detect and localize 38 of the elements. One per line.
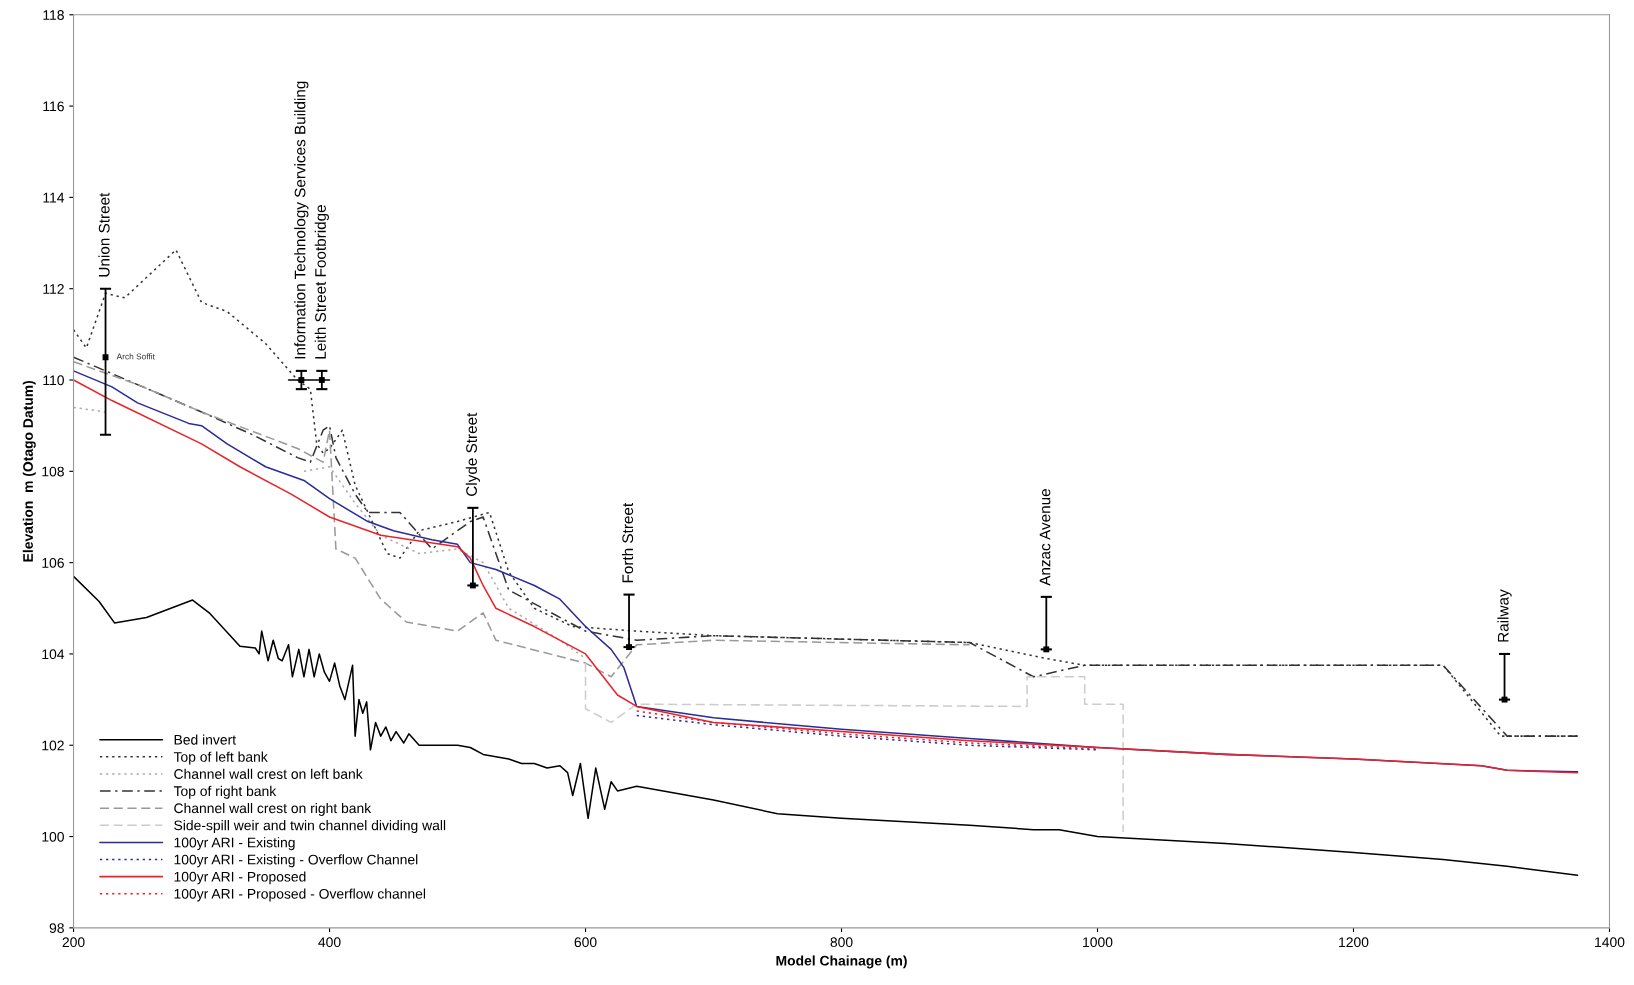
x-tick-label: 400 (318, 937, 341, 948)
legend-label: 100yr ARI - Existing (174, 837, 295, 851)
y-tick-label: 102 (42, 740, 64, 751)
x-tick-label: 1400 (1595, 937, 1625, 948)
y-tick-label: 116 (43, 101, 64, 112)
annotation: Clyde Street (465, 412, 480, 496)
x-tick-label: 1000 (1083, 937, 1113, 948)
legend-label: 100yr ARI - Proposed - Overflow channel (174, 888, 426, 902)
x-axis-title: Model Chainage (m) (776, 955, 907, 969)
x-tick-label: 800 (830, 937, 853, 948)
x-tick-label: 600 (574, 937, 597, 948)
y-tick-label: 114 (43, 192, 65, 203)
y-tick-label: 112 (43, 284, 64, 294)
legend-label: Top of right bank (173, 785, 277, 799)
x-tick-label: 1200 (1339, 937, 1369, 948)
annotation: Railway (1497, 589, 1512, 642)
annotation: Arch Soffit (116, 353, 155, 360)
legend-label: 100yr ARI - Proposed (174, 871, 306, 885)
annotation: Union Street (98, 192, 110, 277)
legend-label: Bed invert (174, 734, 236, 745)
annotation: Anzac Avenue (1039, 489, 1051, 586)
y-tick-label: 118 (43, 10, 64, 20)
annotation: Information Technology Services Building (294, 81, 309, 359)
annotation: Leith Street Footbridge (314, 205, 329, 359)
legend-label: Side-spill weir and twin channel dividing wall (174, 820, 446, 834)
y-tick-label: 98 (49, 923, 64, 934)
legend-label: Channel wall crest on right bank (174, 802, 372, 816)
y-tick-label: 106 (42, 557, 64, 568)
y-tick-label: 110 (43, 375, 64, 386)
legend-label: Channel wall crest on left bank (174, 768, 363, 779)
y-axis-title: Elevation m (Otago Datum) (22, 380, 36, 562)
y-tick-label: 104 (42, 649, 65, 660)
y-tick-label: 100 (42, 831, 64, 842)
x-tick-label: 200 (62, 937, 85, 948)
annotation: Forth Street (621, 502, 634, 583)
y-tick-label: 108 (42, 466, 64, 477)
legend-label: Top of left bank (173, 751, 268, 765)
legend-label: 100yr ARI - Existing - Overflow Channel (174, 854, 418, 868)
